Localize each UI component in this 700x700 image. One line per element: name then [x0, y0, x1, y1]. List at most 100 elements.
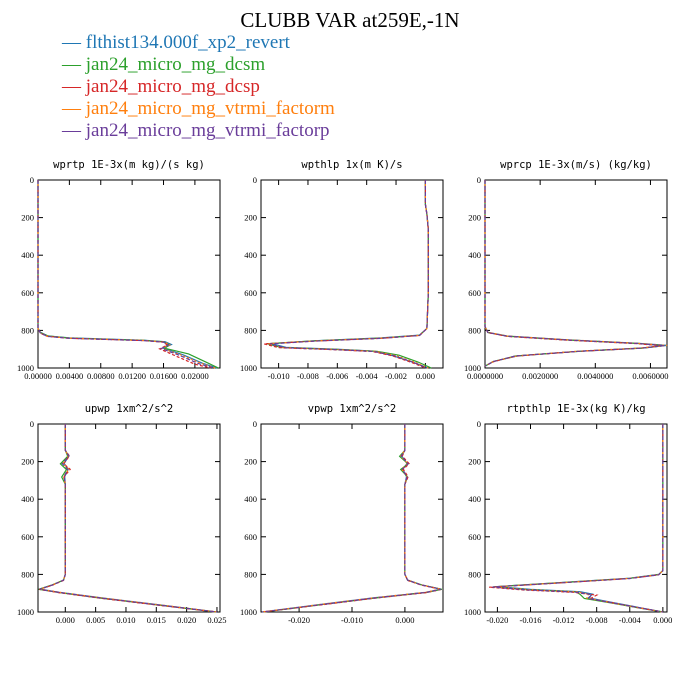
panel: wprcp 1E-3x(m/s) (kg/kg) 0.0000000 0.00200… [464, 159, 669, 381]
y-tick-label: 0 [477, 419, 481, 429]
y-tick-label: 800 [468, 569, 481, 579]
y-tick-label: 200 [468, 457, 481, 467]
x-tick-label: 0.020 [177, 615, 196, 625]
series-line-3 [484, 180, 668, 367]
plot-frame [484, 423, 668, 613]
x-tick-label: 0.010 [116, 615, 135, 625]
series-line-3 [261, 424, 441, 613]
y-tick-label: 400 [21, 250, 34, 260]
legend-entry: — jan24_micro_mg_dcsp [62, 76, 260, 97]
series-line-0 [497, 424, 664, 613]
x-tick-label: -0.020 [486, 615, 508, 625]
panel-title: upwp 1xm^2/s^2 [85, 403, 174, 415]
x-tick-label: 0.00800 [87, 371, 115, 381]
x-tick-label: 0.0060000 [632, 371, 668, 381]
x-tick-label: 0.0040000 [577, 371, 613, 381]
series-line-2 [262, 424, 442, 613]
y-tick-label: 0 [477, 175, 481, 185]
y-tick-label: 200 [468, 213, 481, 223]
y-tick-label: 600 [244, 532, 257, 542]
y-tick-label: 0 [30, 175, 34, 185]
plot-frame [37, 423, 221, 613]
x-tick-label: 0.02000 [181, 371, 209, 381]
panel: wprtp 1E-3x(m kg)/(s kg)0.00000 0.00400 0.… [17, 159, 221, 381]
y-tick-label: 200 [244, 457, 257, 467]
panel: upwp 1xm^2/s^2 0.000 0.005 0.010 0.015 0.020 0… [17, 403, 227, 625]
x-tick-label: -0.004 [356, 371, 379, 381]
x-tick-label: -0.008 [297, 371, 319, 381]
y-tick-label: 0 [30, 419, 34, 429]
y-tick-label: 1000 [240, 363, 257, 373]
y-tick-label: 200 [244, 213, 257, 223]
y-tick-label: 600 [468, 532, 481, 542]
series-line-3 [495, 424, 664, 613]
y-tick-label: 1000 [464, 363, 481, 373]
panel: wpthlp 1x(m K)/s -0.010 -0.008 -0.006 -0.004… [240, 159, 444, 381]
series-line-4 [269, 180, 429, 369]
plot-frame [260, 179, 444, 369]
series-line-2 [489, 424, 664, 613]
plot-frame [260, 423, 444, 613]
y-tick-label: 400 [468, 494, 481, 504]
series-line-1 [484, 180, 665, 367]
x-tick-label: 0.00000 [24, 371, 52, 381]
series-line-4 [262, 424, 442, 613]
series-line-0 [262, 424, 442, 613]
series-line-2 [484, 180, 662, 367]
legend-entry: — jan24_micro_mg_vtrmi_factorp [62, 120, 330, 141]
y-tick-label: 1000 [17, 363, 34, 373]
y-tick-label: 200 [21, 457, 34, 467]
x-tick-label: -0.020 [288, 615, 310, 625]
x-tick-label: 0.015 [147, 615, 166, 625]
y-tick-label: 800 [21, 569, 34, 579]
x-tick-label: 0.00400 [56, 371, 84, 381]
panel-title: wpthlp 1x(m K)/s [301, 159, 402, 171]
x-tick-label: -0.010 [268, 371, 290, 381]
panel-title: rtpthlp 1E-3x(kg K)/kg [506, 403, 645, 415]
y-tick-label: 800 [468, 325, 481, 335]
x-tick-label: 0.000 [56, 615, 75, 625]
x-tick-label: 0.025 [207, 615, 226, 625]
panel: rtpthlp 1E-3x(kg K)/kg -0.020 -0.016 -0.012… [464, 403, 672, 625]
series-line-1 [493, 424, 664, 613]
y-tick-label: 1000 [464, 607, 481, 617]
y-tick-label: 600 [21, 288, 34, 298]
series-line-1 [263, 424, 443, 613]
y-tick-label: 1000 [17, 607, 34, 617]
y-tick-label: 400 [244, 494, 257, 504]
x-tick-label: 0.01200 [118, 371, 146, 381]
y-tick-label: 200 [21, 213, 34, 223]
y-tick-label: 800 [244, 325, 257, 335]
series-line-4 [37, 180, 214, 369]
x-tick-label: -0.002 [385, 371, 407, 381]
x-tick-label: -0.010 [341, 615, 363, 625]
x-tick-label: 0.0020000 [522, 371, 558, 381]
y-tick-label: 0 [253, 419, 257, 429]
figure-title: CLUBB VAR at259E,-1N [240, 8, 460, 32]
series-line-4 [492, 424, 664, 613]
x-tick-label: 0.000 [395, 615, 414, 625]
y-tick-label: 400 [244, 250, 257, 260]
x-tick-label: 0.000 [653, 615, 672, 625]
y-tick-label: 1000 [240, 607, 257, 617]
series-line-4 [484, 180, 665, 367]
y-tick-label: 600 [21, 532, 34, 542]
y-tick-label: 0 [253, 175, 257, 185]
y-tick-label: 400 [468, 250, 481, 260]
x-tick-label: -0.016 [520, 615, 542, 625]
x-tick-label: -0.012 [553, 615, 575, 625]
x-tick-label: 0.0000000 [467, 371, 503, 381]
y-tick-label: 400 [21, 494, 34, 504]
x-tick-label: -0.008 [586, 615, 608, 625]
panel-title: wprtp 1E-3x(m kg)/(s kg) [53, 159, 205, 171]
x-tick-label: -0.004 [619, 615, 642, 625]
series-line-2 [39, 424, 217, 613]
legend-entry: — jan24_micro_mg_dcsm [62, 54, 266, 75]
series-line-0 [484, 180, 668, 367]
panel-title: wprcp 1E-3x(m/s) (kg/kg) [500, 159, 652, 171]
series-line-4 [39, 424, 218, 613]
x-tick-label: 0.005 [86, 615, 105, 625]
x-tick-label: 0.01600 [150, 371, 178, 381]
legend: — flthist134.000f_xp2_revert — jan24_micr… [62, 32, 335, 142]
